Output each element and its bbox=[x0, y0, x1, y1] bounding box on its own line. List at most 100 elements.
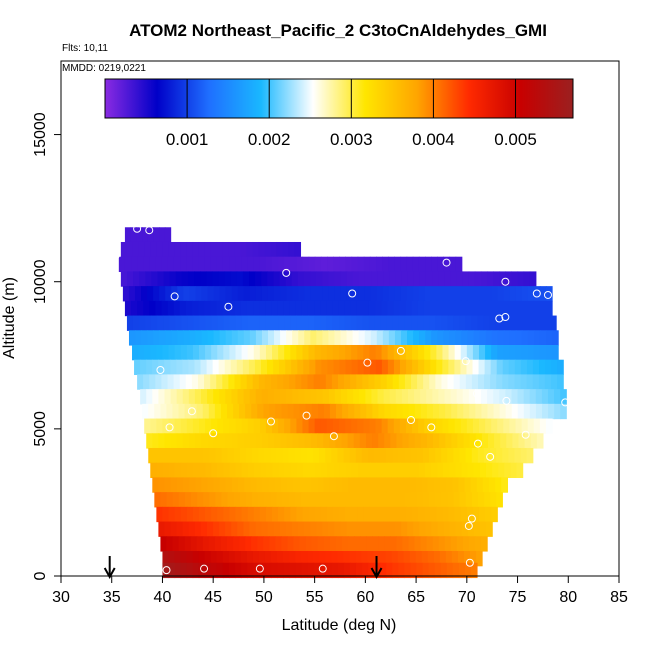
field-cell bbox=[272, 315, 279, 331]
field-cell bbox=[470, 477, 478, 493]
field-cell bbox=[376, 521, 384, 537]
field-cell bbox=[424, 344, 431, 361]
field-cell bbox=[284, 462, 292, 479]
field-cell bbox=[328, 286, 336, 302]
field-cell bbox=[253, 300, 260, 317]
field-cell bbox=[500, 433, 507, 449]
field-cell bbox=[521, 300, 529, 317]
field-cell bbox=[527, 286, 535, 302]
field-cell bbox=[385, 550, 393, 567]
field-cell bbox=[455, 521, 463, 537]
field-cell bbox=[349, 447, 357, 464]
field-cell bbox=[307, 300, 315, 317]
field-cell bbox=[169, 315, 176, 331]
field-cell bbox=[317, 403, 325, 420]
field-cell bbox=[212, 271, 220, 287]
field-cell bbox=[299, 477, 306, 493]
field-cell bbox=[137, 300, 144, 317]
field-cell bbox=[182, 521, 190, 537]
field-cell bbox=[370, 521, 378, 537]
field-cell bbox=[524, 433, 532, 449]
field-cell bbox=[404, 492, 412, 508]
field-cell bbox=[328, 389, 336, 405]
field-cell bbox=[510, 462, 518, 479]
field-cell bbox=[170, 359, 177, 376]
field-cell bbox=[491, 506, 498, 523]
field-cell bbox=[478, 506, 486, 523]
field-cell bbox=[228, 300, 236, 317]
field-cell bbox=[248, 359, 256, 376]
colorbar-bar bbox=[104, 78, 574, 119]
field-cell bbox=[327, 256, 334, 273]
field-cell bbox=[205, 344, 212, 361]
field-cell bbox=[362, 300, 370, 317]
field-cell bbox=[155, 300, 163, 317]
field-cell bbox=[364, 286, 372, 302]
field-cell bbox=[322, 389, 330, 405]
field-cell bbox=[183, 286, 190, 302]
field-cell bbox=[384, 477, 392, 493]
field-cell bbox=[277, 562, 285, 579]
field-cell bbox=[384, 536, 391, 552]
field-cell bbox=[502, 359, 510, 376]
field-cell bbox=[144, 241, 152, 258]
field-cell bbox=[515, 330, 523, 346]
field-cell bbox=[325, 550, 332, 567]
field-cell bbox=[332, 418, 340, 434]
field-cell bbox=[217, 418, 224, 434]
field-cell bbox=[503, 344, 511, 361]
field-cell bbox=[426, 403, 434, 420]
field-cell bbox=[337, 374, 345, 390]
field-cell bbox=[203, 447, 210, 464]
field-cell bbox=[194, 271, 201, 287]
field-cell bbox=[418, 359, 425, 376]
field-cell bbox=[200, 271, 207, 287]
field-cell bbox=[426, 536, 434, 552]
field-cell bbox=[295, 300, 303, 317]
field-cell bbox=[332, 315, 340, 331]
field-cell bbox=[206, 521, 214, 537]
field-cell bbox=[223, 462, 231, 479]
field-cell bbox=[211, 344, 218, 361]
field-cell bbox=[292, 389, 300, 405]
field-cell bbox=[224, 271, 232, 287]
field-cell bbox=[369, 256, 377, 273]
field-cell bbox=[283, 300, 291, 317]
field-cell bbox=[388, 256, 395, 273]
field-cell bbox=[174, 462, 182, 479]
field-cell bbox=[433, 433, 440, 449]
field-cell bbox=[249, 521, 257, 537]
field-cell bbox=[422, 562, 430, 579]
field-cell bbox=[290, 418, 297, 434]
field-cell bbox=[130, 227, 137, 243]
field-cell bbox=[295, 374, 303, 390]
field-cell bbox=[211, 462, 219, 479]
field-cell bbox=[208, 536, 216, 552]
field-cell bbox=[313, 562, 321, 579]
field-cell bbox=[546, 330, 553, 346]
field-cell bbox=[290, 315, 297, 331]
field-cell bbox=[407, 389, 415, 405]
field-cell bbox=[335, 477, 343, 493]
field-cell bbox=[210, 562, 218, 579]
field-cell bbox=[228, 241, 236, 258]
field-cell bbox=[331, 550, 338, 567]
field-cell bbox=[481, 433, 489, 449]
field-cell bbox=[207, 330, 215, 346]
field-cell bbox=[340, 286, 348, 302]
field-cell bbox=[383, 389, 391, 405]
field-cell bbox=[343, 550, 350, 567]
field-cell bbox=[204, 374, 211, 390]
field-cell bbox=[230, 359, 238, 376]
field-cell bbox=[199, 462, 206, 479]
field-cell bbox=[300, 447, 308, 464]
field-cell bbox=[261, 330, 269, 346]
field-cell bbox=[454, 418, 462, 434]
colorbar: 0.001 0.002 0.003 0.004 0.005 bbox=[104, 78, 574, 149]
field-cell bbox=[225, 286, 233, 302]
field-cell bbox=[284, 506, 291, 523]
field-cell bbox=[194, 359, 202, 376]
field-cell bbox=[274, 433, 282, 449]
field-cell bbox=[237, 433, 245, 449]
field-cell bbox=[418, 344, 425, 361]
